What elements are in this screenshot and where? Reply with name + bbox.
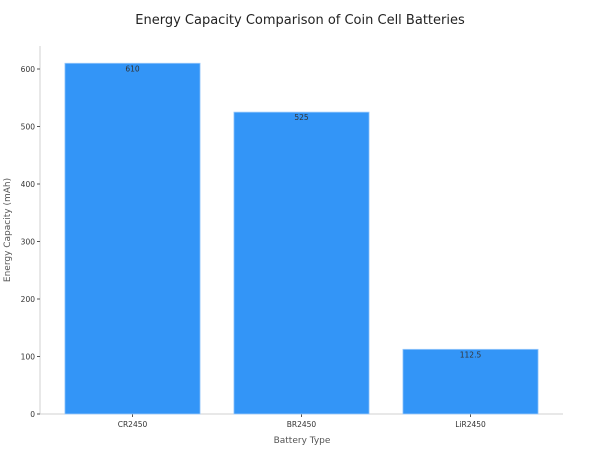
y-axis: 0 100 200 300 400 500 600 (21, 46, 41, 419)
x-axis: CR2450 BR2450 LiR2450 (40, 413, 563, 429)
bar-value-label: 610 (125, 64, 140, 73)
bar-cr2450 (64, 62, 201, 415)
y-tick-label: 100 (21, 353, 36, 362)
bar-br2450 (233, 111, 370, 415)
x-tick-label: BR2450 (287, 420, 317, 429)
chart-title: Energy Capacity Comparison of Coin Cell … (135, 13, 465, 28)
x-tick-label: CR2450 (118, 420, 148, 429)
bar-value-label: 525 (294, 113, 309, 122)
y-tick-label: 200 (21, 295, 36, 304)
y-axis-label: Energy Capacity (mAh) (3, 178, 13, 282)
bar-value-label: 112.5 (460, 350, 482, 359)
y-tick-label: 600 (21, 65, 36, 74)
y-tick-label: 300 (21, 238, 36, 247)
y-tick-label: 400 (21, 180, 36, 189)
bars-group: 610 525 112.5 (64, 62, 539, 415)
bar-lir2450 (402, 348, 539, 415)
x-tick-label: LiR2450 (455, 420, 486, 429)
y-tick-label: 0 (30, 410, 35, 419)
x-axis-label: Battery Type (274, 436, 331, 446)
y-tick-label: 500 (21, 123, 36, 132)
